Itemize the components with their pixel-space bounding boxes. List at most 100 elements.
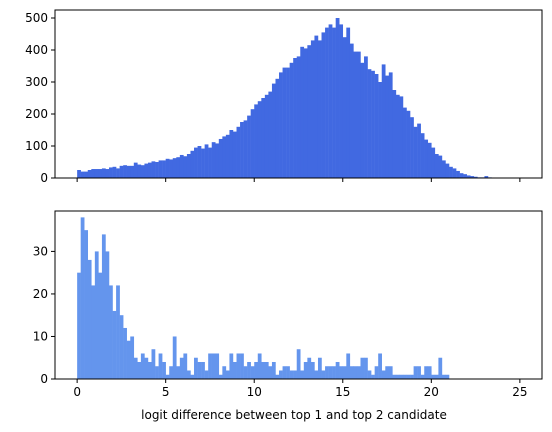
histogram-bar [84, 230, 89, 379]
histogram-bar [236, 126, 241, 178]
histogram-bar [144, 163, 149, 178]
histogram-bar [77, 272, 81, 379]
histogram-bar [264, 361, 269, 379]
histogram-bar [261, 98, 266, 178]
histogram-bar [254, 361, 259, 379]
histogram-bar [279, 370, 283, 379]
histogram-bar [296, 349, 301, 379]
histogram-bar [374, 366, 379, 379]
histogram-bar [257, 101, 262, 178]
histogram-bar [314, 370, 319, 379]
histogram-bar [268, 91, 273, 178]
histogram-bar [176, 366, 181, 379]
histogram-bar [147, 361, 152, 379]
histogram-bar [158, 160, 163, 178]
histogram-bar [314, 35, 319, 178]
x-tick-label: 25 [512, 385, 527, 399]
histogram-bar [225, 134, 230, 178]
histogram-bar [402, 374, 407, 379]
histogram-bar [356, 366, 361, 379]
histogram-bar [431, 374, 436, 379]
histogram-bar [381, 370, 386, 379]
histogram-bar [186, 370, 191, 379]
bottom-histogram-panel: 0 5 10 15 20 25 0 10 20 30 [33, 210, 543, 399]
histogram-bar [222, 366, 227, 379]
histogram-bar [293, 370, 297, 379]
y-tick-label: 0 [40, 372, 48, 386]
histogram-bar [229, 130, 234, 178]
histogram-bar [360, 62, 365, 178]
histogram-bar [162, 160, 166, 178]
histogram-bar [169, 159, 174, 178]
histogram-bar [378, 82, 382, 178]
histogram-bar [456, 170, 460, 178]
histogram-bar [190, 150, 195, 178]
histogram-bar [410, 374, 414, 379]
histogram-bar [349, 366, 354, 379]
histogram-bar [91, 169, 96, 178]
histogram-bar [378, 353, 382, 379]
histogram-bar [395, 94, 400, 178]
histogram-bar [194, 357, 198, 379]
histogram-bar [257, 353, 262, 379]
x-tick-label: 15 [335, 385, 350, 399]
histogram-bar [321, 370, 326, 379]
histogram-bar [229, 353, 234, 379]
histogram-bar [307, 357, 312, 379]
histogram-bar [367, 370, 372, 379]
histogram-bar [247, 361, 251, 379]
histogram-bar [112, 310, 117, 379]
histogram-bar [208, 353, 212, 379]
histogram-bar [339, 366, 344, 379]
histogram-bar [367, 69, 372, 178]
histogram-bar [116, 168, 120, 178]
histogram-bar [80, 217, 85, 379]
histogram-bar [218, 138, 223, 178]
histogram-bar [332, 27, 336, 178]
histogram-bar [112, 166, 117, 178]
histogram-bar [449, 166, 453, 178]
histogram-bar [282, 366, 287, 379]
histogram-bar [77, 170, 81, 178]
histogram-bar [87, 259, 92, 379]
histogram-bar [261, 361, 266, 379]
y-tick-label: 300 [25, 75, 48, 89]
histogram-bar [346, 353, 351, 379]
histogram-bar [328, 24, 333, 179]
histogram-bar [240, 353, 244, 379]
histogram-bar [94, 251, 99, 379]
histogram-bar [395, 374, 400, 379]
histogram-bar [342, 366, 347, 379]
histogram-bar [385, 75, 390, 178]
histogram-bar [406, 110, 411, 178]
histogram-bar [410, 117, 414, 178]
histogram-bar [360, 357, 365, 379]
histogram-bar [201, 148, 205, 178]
histogram-bar [197, 146, 202, 178]
y-tick-label: 20 [33, 287, 48, 301]
histogram-bar [194, 147, 198, 178]
y-tick-label: 500 [25, 11, 48, 25]
histogram-bar [243, 366, 248, 379]
histogram-bar [484, 176, 489, 178]
histogram-bar [328, 366, 333, 379]
histogram-bar [240, 122, 244, 178]
histogram-bar [243, 120, 248, 178]
histogram-bar [286, 67, 290, 178]
histogram-bar [201, 361, 205, 379]
histogram-bar [289, 62, 294, 178]
histogram-bar [271, 83, 276, 178]
histogram-bar [406, 374, 411, 379]
histogram-bar [151, 349, 156, 379]
histogram-bar [98, 272, 103, 379]
histogram-bar [179, 357, 184, 379]
histogram-bar [268, 366, 273, 379]
histogram-bar [140, 165, 145, 178]
histogram-bar [385, 366, 390, 379]
histogram-bar [300, 46, 305, 178]
axes-frame [54, 210, 543, 380]
histogram-bar [356, 51, 361, 178]
histogram-bar [186, 154, 191, 178]
histogram-bar [310, 40, 315, 179]
histogram-bar [364, 357, 368, 379]
